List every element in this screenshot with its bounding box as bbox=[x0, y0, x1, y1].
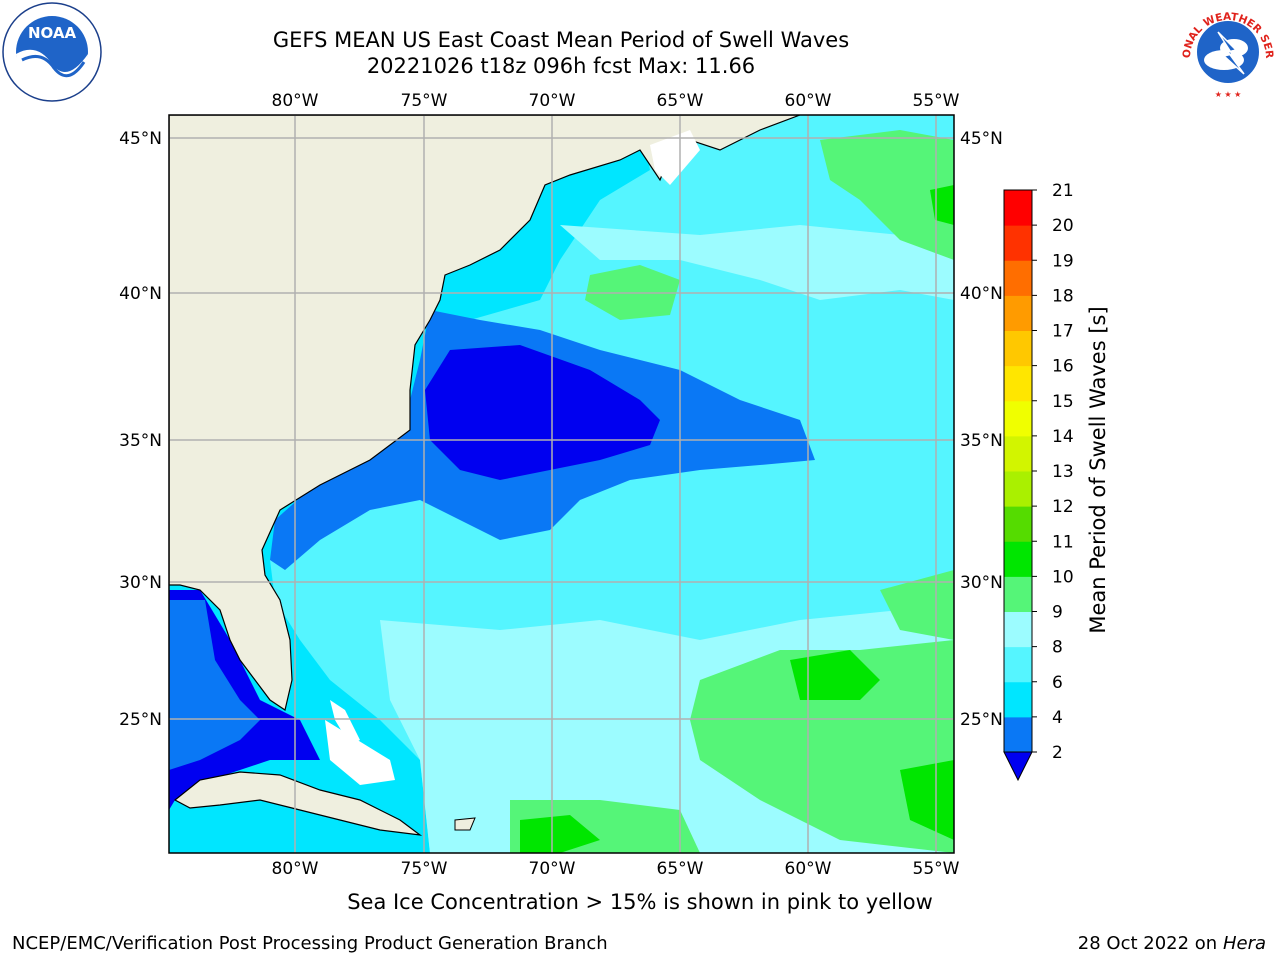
swell-10-11s-east bbox=[900, 760, 954, 840]
colorbar-tick-label: 9 bbox=[1052, 603, 1063, 623]
colorbar-segment bbox=[1004, 260, 1032, 296]
colorbar-segment bbox=[1004, 190, 1032, 226]
colorbar-segment bbox=[1004, 716, 1032, 753]
forecast-subtitle: 20221026 t18z 096h fcst Max: 11.66 bbox=[366, 54, 756, 78]
colorbar-tick-label: 12 bbox=[1052, 497, 1074, 517]
lat-label: 35°N bbox=[119, 431, 162, 451]
nws-logo: NATIONAL WEATHER SERVICE ★ ★ ★ bbox=[1178, 2, 1276, 100]
noaa-logo: NOAA bbox=[2, 2, 102, 102]
colorbar-segment bbox=[1004, 471, 1032, 507]
lon-label: 60°W bbox=[785, 91, 832, 111]
colorbar-segment bbox=[1004, 506, 1032, 542]
sea-ice-note: Sea Ice Concentration > 15% is shown in … bbox=[347, 890, 933, 914]
lat-label: 45°N bbox=[960, 129, 1003, 149]
colorbar-tick-label: 20 bbox=[1052, 216, 1074, 236]
colorbar-segment bbox=[1004, 576, 1032, 612]
colorbar-tick-label: 10 bbox=[1052, 567, 1074, 587]
colorbar-extend-arrow bbox=[1003, 751, 1033, 782]
lat-label: 40°N bbox=[119, 284, 162, 304]
colorbar-segment bbox=[1004, 681, 1032, 718]
credit-right: 28 Oct 2022 on Hera bbox=[1078, 933, 1266, 954]
lon-label: 65°W bbox=[657, 859, 704, 879]
colorbar-tick-label: 16 bbox=[1052, 357, 1074, 377]
colorbar-segment bbox=[1004, 295, 1032, 331]
lon-label: 60°W bbox=[785, 859, 832, 879]
colorbar-segment bbox=[1004, 365, 1032, 402]
land-cuba bbox=[173, 771, 423, 836]
colorbar-segment bbox=[1004, 646, 1032, 683]
colorbar: 2 4 6 8 9 10 11 12 13 14 15 16 17 18 19 20 21 bbox=[1003, 181, 1074, 782]
colorbar-segment bbox=[1004, 435, 1032, 472]
lon-label: 55°W bbox=[913, 91, 960, 111]
lat-label: 35°N bbox=[960, 431, 1003, 451]
gridlines bbox=[169, 115, 954, 853]
swell-9-10s-southeast bbox=[690, 640, 954, 853]
map-field bbox=[169, 115, 954, 853]
lat-labels-right: 45°N 40°N 35°N 30°N 25°N bbox=[960, 129, 1003, 730]
map-title: GEFS MEAN US East Coast Mean Period of S… bbox=[272, 28, 850, 52]
noaa-logo-text: NOAA bbox=[28, 24, 77, 42]
swell-8-9s-band-north bbox=[560, 225, 954, 300]
colorbar-tick-label: 15 bbox=[1052, 392, 1074, 412]
colorbar-tick-label: 14 bbox=[1052, 427, 1074, 447]
credit-host: Hera bbox=[1222, 933, 1266, 954]
colorbar-tick-label: 4 bbox=[1052, 708, 1063, 728]
colorbar-segment bbox=[1004, 611, 1032, 648]
credit-left: NCEP/EMC/Verification Post Processing Pr… bbox=[12, 933, 608, 954]
swell-10-11s-south bbox=[520, 815, 600, 853]
colorbar-segment bbox=[1004, 541, 1032, 577]
swell-10-11s-southeast bbox=[790, 650, 880, 700]
colorbar-tick-label: 19 bbox=[1052, 251, 1074, 271]
lat-label: 30°N bbox=[960, 573, 1003, 593]
colorbar-segment bbox=[1004, 330, 1032, 367]
colorbar-label: Mean Period of Swell Waves [s] bbox=[1086, 306, 1110, 634]
lon-label: 65°W bbox=[657, 91, 704, 111]
lon-label: 80°W bbox=[272, 859, 319, 879]
colorbar-tick-label: 8 bbox=[1052, 638, 1063, 658]
colorbar-tick-label: 17 bbox=[1052, 322, 1074, 342]
swell-under-2s-core bbox=[425, 345, 660, 480]
lat-label: 25°N bbox=[119, 710, 162, 730]
lon-label: 55°W bbox=[913, 859, 960, 879]
colorbar-tick-label: 2 bbox=[1052, 743, 1063, 763]
lat-label: 25°N bbox=[960, 710, 1003, 730]
credit-date: 28 Oct 2022 on bbox=[1077, 933, 1223, 954]
svg-text:★ ★ ★: ★ ★ ★ bbox=[1215, 90, 1242, 99]
lat-label: 45°N bbox=[119, 129, 162, 149]
lat-label: 30°N bbox=[119, 573, 162, 593]
colorbar-tick-label: 11 bbox=[1052, 532, 1074, 552]
lon-label: 80°W bbox=[272, 91, 319, 111]
map-frame bbox=[168, 114, 955, 854]
colorbar-tick-label: 13 bbox=[1052, 462, 1074, 482]
colorbar-segment bbox=[1004, 225, 1032, 261]
colorbar-tick-label: 21 bbox=[1052, 181, 1074, 201]
land-north-america bbox=[169, 115, 801, 711]
gulf-2-4s-region bbox=[169, 600, 260, 770]
lon-label: 70°W bbox=[529, 91, 576, 111]
lat-labels-left: 45°N 40°N 35°N 30°N 25°N bbox=[119, 129, 162, 730]
lat-label: 40°N bbox=[960, 284, 1003, 304]
land-caribbean-islands bbox=[454, 817, 476, 831]
colorbar-segment bbox=[1004, 400, 1032, 437]
lon-labels-bottom: 80°W 75°W 70°W 65°W 60°W 55°W bbox=[272, 859, 960, 879]
swell-9-10s-east bbox=[820, 130, 954, 260]
colorbar-tick-label: 6 bbox=[1052, 673, 1063, 693]
lon-label: 75°W bbox=[401, 859, 448, 879]
lon-label: 70°W bbox=[529, 859, 576, 879]
land-nova-scotia bbox=[650, 130, 700, 185]
land-bahamas bbox=[330, 700, 360, 745]
land-bahamas-south bbox=[325, 720, 395, 785]
lon-label: 75°W bbox=[401, 91, 448, 111]
colorbar-tick-label: 18 bbox=[1052, 286, 1074, 306]
lon-labels-top: 80°W 75°W 70°W 65°W 60°W 55°W bbox=[272, 91, 960, 111]
